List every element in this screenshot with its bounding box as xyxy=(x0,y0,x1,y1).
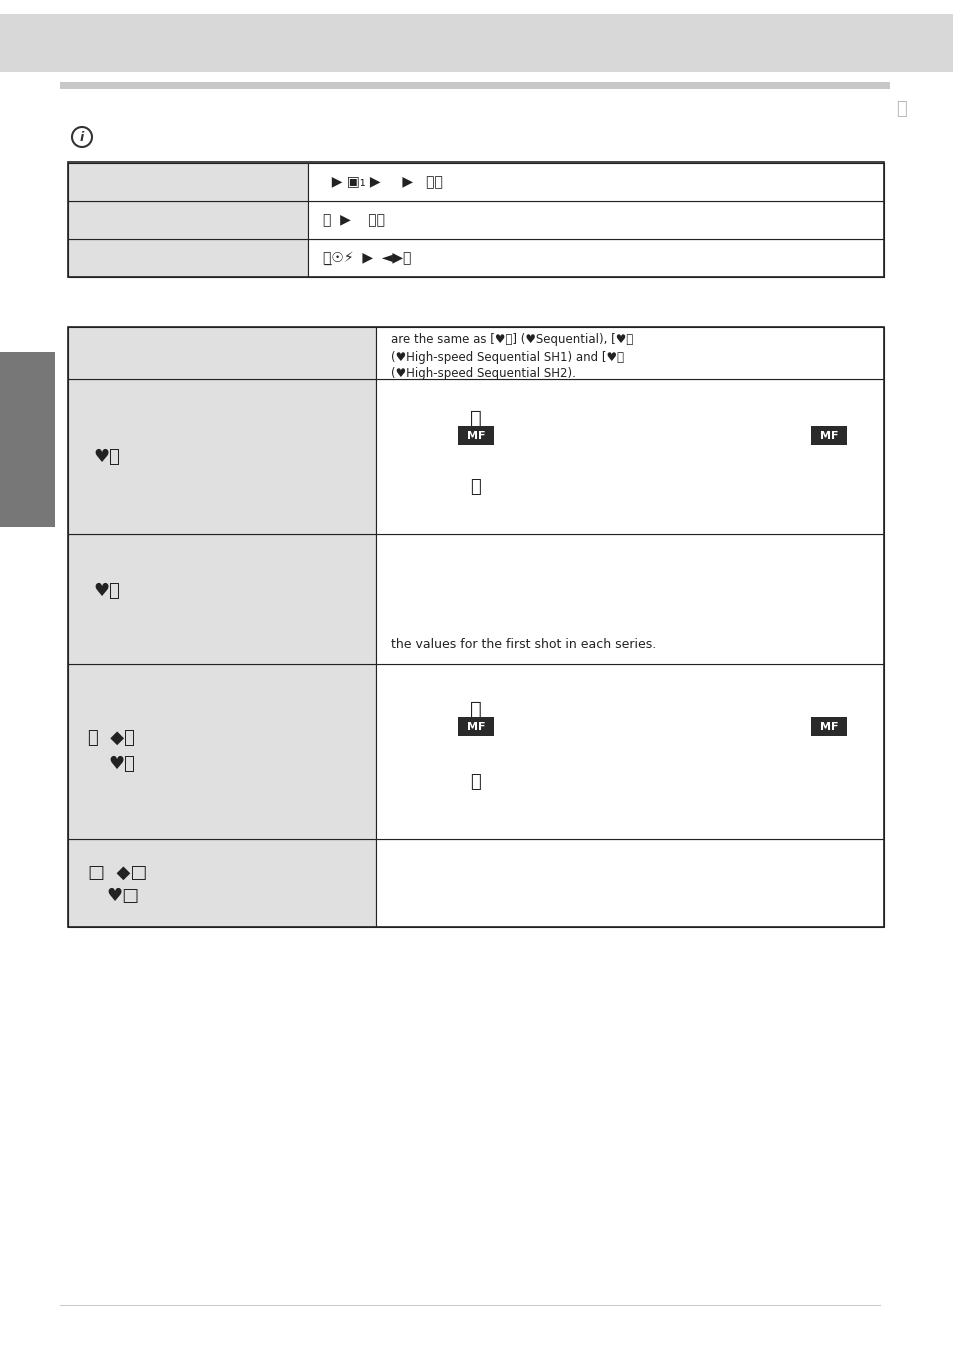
Bar xyxy=(810,426,846,445)
Text: ⯍: ⯍ xyxy=(470,478,481,495)
Bar xyxy=(810,716,846,735)
Bar xyxy=(68,379,375,535)
Text: ♥⯍: ♥⯍ xyxy=(92,448,120,465)
Bar xyxy=(375,664,883,839)
Bar xyxy=(375,379,883,535)
Text: ⯍  ◆⯍: ⯍ ◆⯍ xyxy=(88,729,134,746)
Bar xyxy=(68,161,883,277)
Bar xyxy=(0,14,953,72)
Text: ⯍̲☉⚡  ▶  ◄▶⩥: ⯍̲☉⚡ ▶ ◄▶⩥ xyxy=(323,251,411,265)
Text: 📷: 📷 xyxy=(470,700,481,719)
Text: MF: MF xyxy=(466,430,485,441)
Bar xyxy=(68,239,308,277)
Text: (♥High-speed Sequential SH2).: (♥High-speed Sequential SH2). xyxy=(391,366,576,380)
Bar xyxy=(375,839,883,927)
Bar xyxy=(68,535,375,664)
Text: ♥⯍: ♥⯍ xyxy=(108,754,134,772)
Bar xyxy=(0,351,55,527)
Bar xyxy=(308,239,883,277)
Bar xyxy=(457,426,494,445)
Bar xyxy=(68,201,308,239)
Bar xyxy=(68,327,375,379)
Text: (♥High-speed Sequential SH1) and [♥⯍: (♥High-speed Sequential SH1) and [♥⯍ xyxy=(391,350,623,364)
Text: ⎙: ⎙ xyxy=(896,100,906,118)
Text: i: i xyxy=(80,130,84,144)
Text: Ⓢ  ▶    ⯍⌛: Ⓢ ▶ ⯍⌛ xyxy=(323,213,385,227)
Bar xyxy=(375,535,883,664)
Text: MF: MF xyxy=(819,430,838,441)
Bar xyxy=(60,81,889,90)
Bar xyxy=(68,664,375,839)
Bar xyxy=(308,163,883,201)
Text: are the same as [♥⯍] (♥Sequential), [♥⯍: are the same as [♥⯍] (♥Sequential), [♥⯍ xyxy=(391,332,633,346)
Bar xyxy=(68,327,883,927)
Bar xyxy=(457,716,494,735)
Text: ♥⯍: ♥⯍ xyxy=(92,582,120,600)
Text: 📷: 📷 xyxy=(470,408,481,427)
Text: ▶ ▣₁ ▶     ▶   ⯍⌛: ▶ ▣₁ ▶ ▶ ⯍⌛ xyxy=(323,175,442,189)
Bar xyxy=(308,201,883,239)
Text: the values for the first shot in each series.: the values for the first shot in each se… xyxy=(391,638,656,650)
Text: □  ◆□: □ ◆□ xyxy=(88,864,147,882)
Text: ♥□: ♥□ xyxy=(106,887,139,905)
Bar xyxy=(375,327,883,379)
Text: MF: MF xyxy=(819,722,838,731)
Text: MF: MF xyxy=(466,722,485,731)
Text: ⯍: ⯍ xyxy=(470,772,481,791)
Bar xyxy=(68,163,308,201)
Bar xyxy=(68,839,375,927)
